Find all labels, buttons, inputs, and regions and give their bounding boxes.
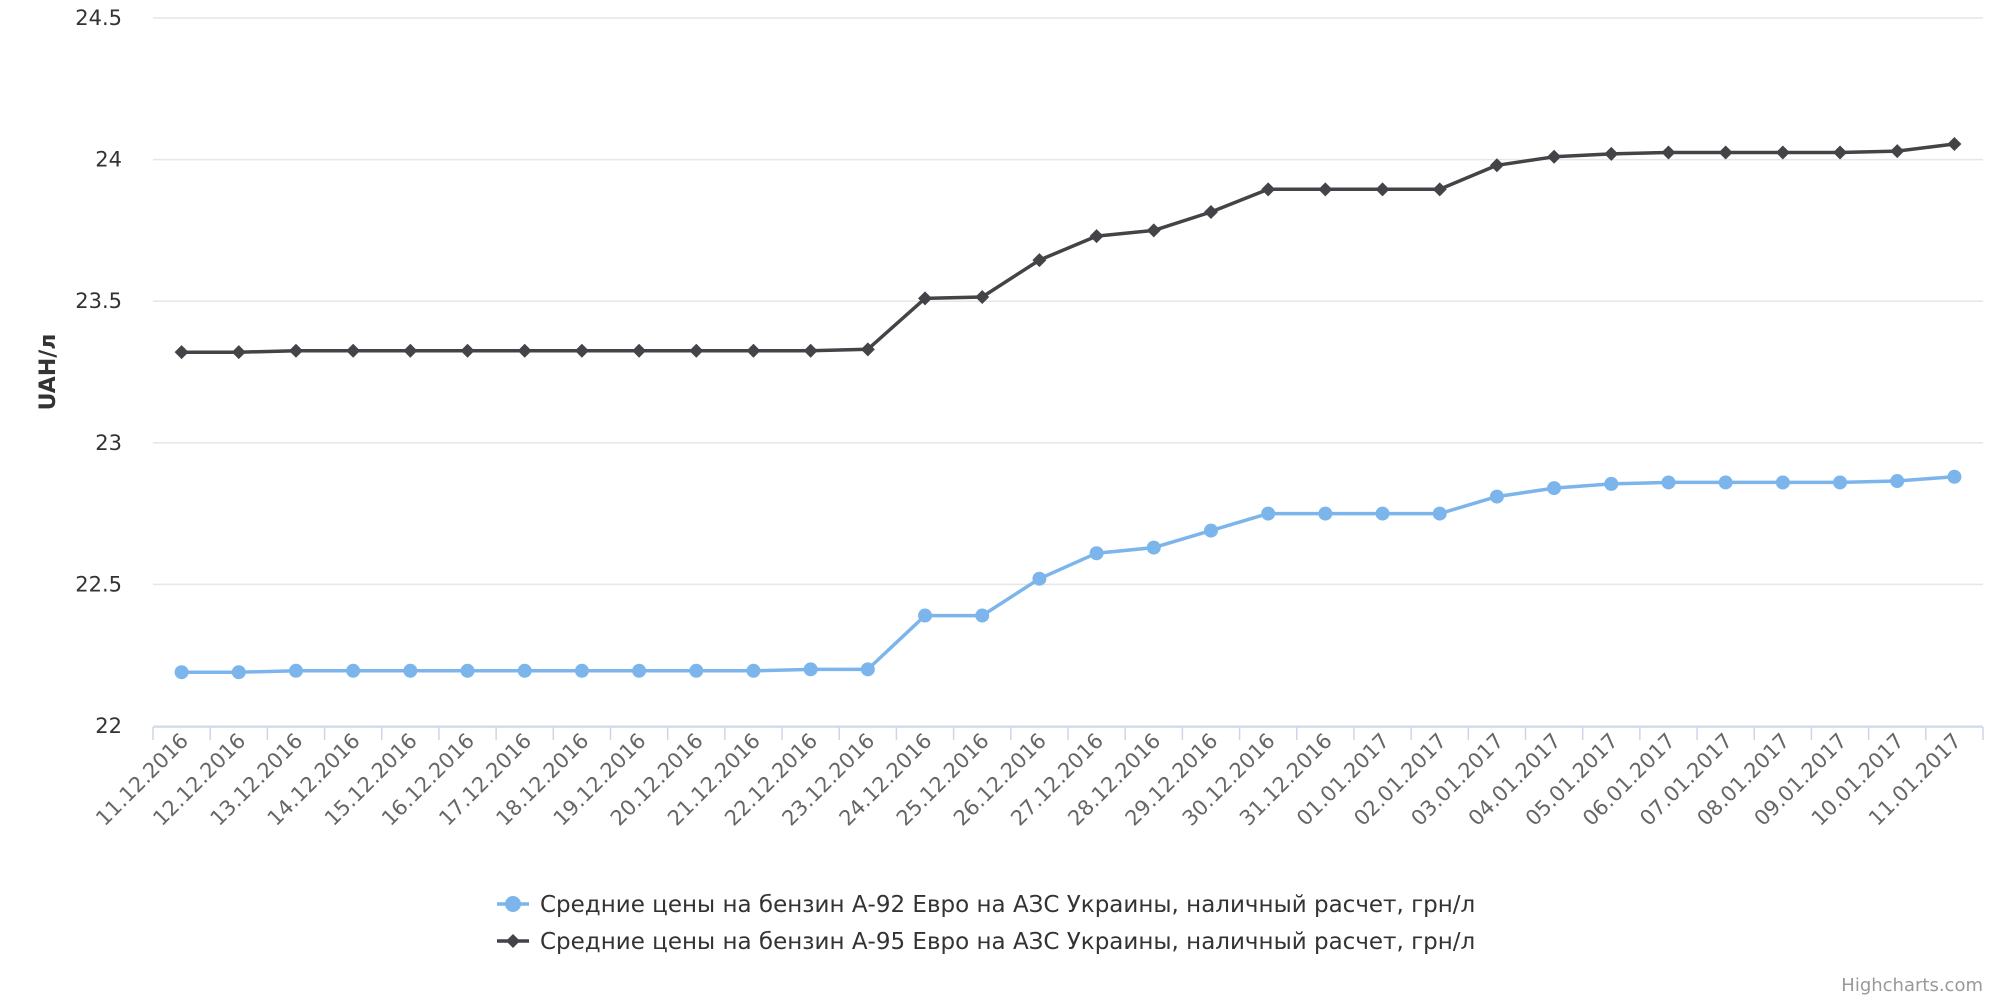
data-point[interactable] bbox=[1146, 540, 1161, 555]
data-point[interactable] bbox=[574, 343, 589, 358]
y-tick-label: 23 bbox=[95, 431, 122, 455]
y-tick-label: 24 bbox=[95, 148, 122, 172]
data-point[interactable] bbox=[517, 663, 532, 678]
data-point[interactable] bbox=[746, 663, 761, 678]
series-group bbox=[174, 137, 1962, 680]
data-point[interactable] bbox=[231, 665, 246, 680]
data-point[interactable] bbox=[288, 343, 303, 358]
data-point[interactable] bbox=[803, 662, 818, 677]
y-tick-label: 24.5 bbox=[75, 6, 122, 30]
legend-label: Средние цены на бензин А-95 Евро на АЗС … bbox=[540, 929, 1475, 955]
data-point[interactable] bbox=[1775, 145, 1790, 160]
data-point[interactable] bbox=[517, 343, 532, 358]
data-point[interactable] bbox=[574, 663, 589, 678]
data-point[interactable] bbox=[346, 343, 361, 358]
data-point[interactable] bbox=[1718, 145, 1733, 160]
data-point[interactable] bbox=[1089, 229, 1104, 244]
y-tick-label: 23.5 bbox=[75, 289, 122, 313]
data-point[interactable] bbox=[1375, 182, 1390, 197]
y-axis-title: UAH/л bbox=[36, 334, 61, 411]
data-point[interactable] bbox=[975, 608, 990, 623]
data-point[interactable] bbox=[1032, 571, 1047, 586]
data-point[interactable] bbox=[918, 608, 933, 623]
data-point[interactable] bbox=[1203, 204, 1218, 219]
data-point[interactable] bbox=[1261, 506, 1276, 521]
data-point[interactable] bbox=[1261, 182, 1276, 197]
data-point[interactable] bbox=[1890, 474, 1905, 489]
data-point[interactable] bbox=[689, 343, 704, 358]
series-2 bbox=[174, 137, 1962, 360]
data-point[interactable] bbox=[746, 343, 761, 358]
data-point[interactable] bbox=[1432, 506, 1447, 521]
y-gridlines bbox=[153, 17, 1983, 727]
data-point[interactable] bbox=[1833, 475, 1848, 490]
data-point[interactable] bbox=[1604, 476, 1619, 491]
data-point[interactable] bbox=[860, 662, 875, 677]
data-point[interactable] bbox=[403, 343, 418, 358]
data-point[interactable] bbox=[1661, 475, 1676, 490]
legend-marker bbox=[505, 896, 521, 912]
legend-marker bbox=[506, 934, 520, 948]
data-point[interactable] bbox=[1718, 475, 1733, 490]
x-axis: 11.12.201612.12.201613.12.201614.12.2016… bbox=[91, 726, 1984, 831]
data-point[interactable] bbox=[1089, 546, 1104, 561]
data-point[interactable] bbox=[632, 663, 647, 678]
data-point[interactable] bbox=[803, 343, 818, 358]
series-line bbox=[179, 142, 1957, 354]
legend-item-2[interactable]: Средние цены на бензин А-95 Евро на АЗС … bbox=[497, 929, 1475, 955]
data-point[interactable] bbox=[1146, 223, 1161, 238]
data-point[interactable] bbox=[460, 663, 475, 678]
data-point[interactable] bbox=[231, 345, 246, 360]
data-point[interactable] bbox=[975, 289, 990, 304]
data-point[interactable] bbox=[288, 663, 303, 678]
data-point[interactable] bbox=[1890, 144, 1905, 159]
data-point[interactable] bbox=[918, 291, 933, 306]
series-1 bbox=[174, 469, 1962, 680]
data-point[interactable] bbox=[1489, 489, 1504, 504]
data-point[interactable] bbox=[174, 345, 189, 360]
data-point[interactable] bbox=[860, 342, 875, 357]
data-point[interactable] bbox=[1547, 149, 1562, 164]
data-point[interactable] bbox=[1947, 137, 1962, 152]
legend[interactable]: Средние цены на бензин А-92 Евро на АЗС … bbox=[497, 892, 1475, 955]
data-point[interactable] bbox=[1032, 253, 1047, 268]
data-point[interactable] bbox=[1775, 475, 1790, 490]
data-point[interactable] bbox=[1318, 506, 1333, 521]
data-point[interactable] bbox=[174, 665, 189, 680]
data-point[interactable] bbox=[1318, 182, 1333, 197]
data-point[interactable] bbox=[1489, 158, 1504, 173]
credits-link[interactable]: Highcharts.com bbox=[1841, 975, 1983, 996]
data-point[interactable] bbox=[1947, 469, 1962, 484]
y-tick-label: 22.5 bbox=[75, 572, 122, 596]
data-point[interactable] bbox=[1604, 146, 1619, 161]
series-line bbox=[179, 475, 1957, 674]
legend-label: Средние цены на бензин А-92 Евро на АЗС … bbox=[540, 892, 1475, 918]
data-point[interactable] bbox=[1661, 145, 1676, 160]
y-axis-ticks: 22 22.5 23 23.5 24 24.5 bbox=[75, 6, 122, 738]
data-point[interactable] bbox=[1833, 145, 1848, 160]
data-point[interactable] bbox=[689, 663, 704, 678]
data-point[interactable] bbox=[1547, 481, 1562, 496]
data-point[interactable] bbox=[346, 663, 361, 678]
data-point[interactable] bbox=[1432, 182, 1447, 197]
y-tick-label: 22 bbox=[95, 714, 122, 738]
data-point[interactable] bbox=[1203, 523, 1218, 538]
data-point[interactable] bbox=[403, 663, 418, 678]
legend-item-1[interactable]: Средние цены на бензин А-92 Евро на АЗС … bbox=[497, 892, 1475, 918]
data-point[interactable] bbox=[460, 343, 475, 358]
data-point[interactable] bbox=[1375, 506, 1390, 521]
data-point[interactable] bbox=[632, 343, 647, 358]
